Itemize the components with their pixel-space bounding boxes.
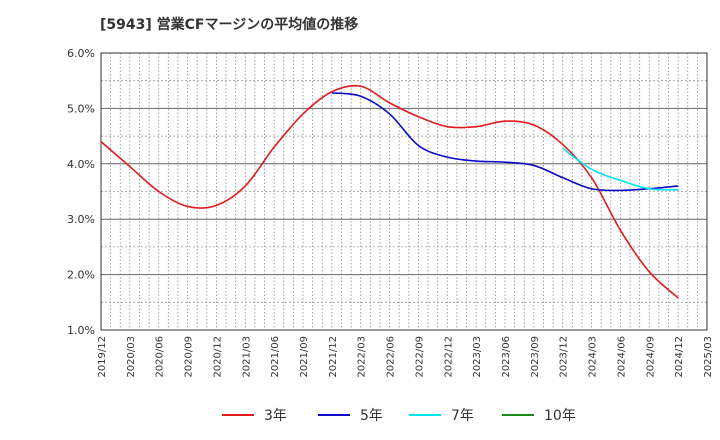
x-tick-label: 2022/09 bbox=[414, 336, 425, 378]
x-tick-label: 2024/03 bbox=[588, 336, 599, 378]
x-tick-label: 2019/12 bbox=[97, 336, 108, 378]
x-tick-label: 2023/03 bbox=[472, 336, 483, 378]
x-tick-label: 2021/09 bbox=[299, 336, 310, 378]
grid-y bbox=[101, 80, 707, 303]
x-tick-label: 2020/12 bbox=[212, 336, 223, 378]
x-tick-label: 2022/12 bbox=[443, 336, 454, 378]
x-tick-label: 2020/06 bbox=[155, 336, 166, 378]
x-tick-label: 2021/03 bbox=[241, 336, 252, 378]
y-tick-label: 6.0% bbox=[67, 47, 95, 60]
series-line-2 bbox=[331, 92, 679, 192]
x-tick-label: 2020/09 bbox=[184, 336, 195, 378]
series-lines bbox=[100, 84, 679, 299]
legend-label-3: 7年 bbox=[451, 408, 474, 424]
x-tick-label: 2023/06 bbox=[501, 336, 512, 378]
x-tick-label: 2024/12 bbox=[674, 336, 685, 378]
x-tick-label: 2020/03 bbox=[126, 336, 137, 378]
grid-x bbox=[110, 53, 698, 330]
x-tick-label: 2023/12 bbox=[559, 336, 570, 378]
legend-label-4: 10年 bbox=[544, 408, 576, 424]
y-tick-label: 1.0% bbox=[67, 324, 95, 337]
x-axis-ticks: 2019/12 2020/03 2020/06 2020/09 2020/12 2021/… bbox=[97, 336, 714, 378]
x-tick-label: 2023/09 bbox=[530, 336, 541, 378]
x-tick-label: 2025/03 bbox=[703, 336, 714, 378]
legend: 3年 5年 7年 10年 bbox=[222, 408, 576, 424]
legend-label-2: 5年 bbox=[360, 408, 383, 424]
x-tick-label: 2022/06 bbox=[386, 336, 397, 378]
y-tick-label: 4.0% bbox=[67, 158, 95, 171]
x-tick-label: 2024/09 bbox=[645, 336, 656, 378]
series-line-1 bbox=[100, 84, 679, 299]
y-tick-label: 3.0% bbox=[67, 213, 95, 226]
y-tick-label: 2.0% bbox=[67, 269, 95, 282]
chart-title: [5943] 営業CFマージンの平均値の推移 bbox=[100, 17, 359, 33]
series-line-3 bbox=[562, 147, 679, 191]
plot-area bbox=[101, 53, 707, 330]
y-axis-ticks: 1.0% 2.0% 3.0% 4.0% 5.0% 6.0% bbox=[67, 47, 95, 337]
x-tick-label: 2024/06 bbox=[616, 336, 627, 378]
x-tick-label: 2021/12 bbox=[328, 336, 339, 378]
y-tick-label: 5.0% bbox=[67, 102, 95, 115]
plot-frame bbox=[100, 52, 708, 331]
x-tick-label: 2022/03 bbox=[357, 336, 368, 378]
legend-label-1: 3年 bbox=[264, 408, 287, 424]
x-tick-label: 2021/06 bbox=[270, 336, 281, 378]
